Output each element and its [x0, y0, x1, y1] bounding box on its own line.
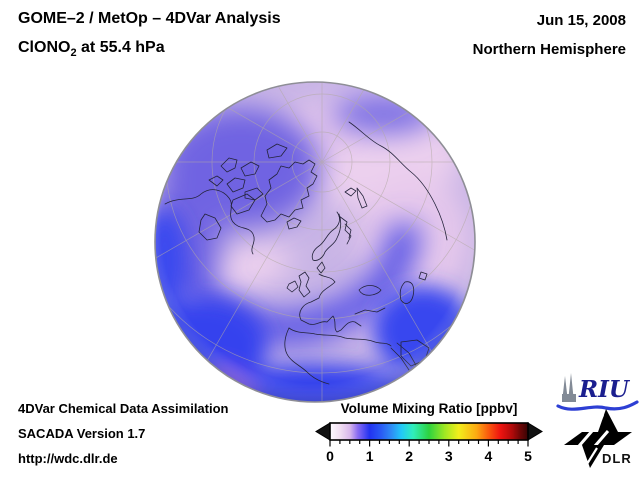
- colorbar-right-arrow-icon: [527, 422, 543, 441]
- dlr-logo: DLR: [564, 409, 632, 468]
- globe-field: [155, 82, 475, 402]
- url-label: http://wdc.dlr.de: [18, 451, 118, 466]
- svg-text:3: 3: [445, 448, 453, 464]
- globe-map: [154, 81, 476, 403]
- rhine-wave-icon: [556, 400, 639, 411]
- hemisphere-label: Northern Hemisphere: [472, 41, 626, 58]
- riu-logo: RIU: [556, 373, 639, 411]
- colorbar: Volume Mixing Ratio [ppbv] 0 1 2 3 4 5: [315, 401, 543, 464]
- colorbar-ticks: [329, 440, 529, 447]
- dlr-text: DLR: [602, 451, 632, 466]
- colorbar-left-arrow-icon: [315, 422, 331, 441]
- globe-rim: [154, 81, 476, 403]
- svg-text:5: 5: [524, 448, 532, 464]
- cathedral-icon: [562, 373, 576, 402]
- colorbar-tick-labels: 0 1 2 3 4 5: [326, 448, 532, 464]
- species-level-title: ClONO2 at 55.4 hPa: [18, 39, 165, 60]
- header-right: Jun 15, 2008 Northern Hemisphere: [473, 13, 626, 57]
- footer-credits: 4DVar Chemical Data Assimilation SACADA …: [18, 402, 229, 477]
- version-label: SACADA Version 1.7: [18, 426, 146, 441]
- svg-text:1: 1: [366, 448, 374, 464]
- colorbar-gradient-bar: [329, 422, 529, 441]
- header-left: GOME–2 / MetOp – 4DVar Analysis ClONO2 a…: [18, 11, 281, 59]
- svg-text:4: 4: [485, 448, 493, 464]
- svg-text:2: 2: [405, 448, 413, 464]
- analysis-title: GOME–2 / MetOp – 4DVar Analysis: [18, 10, 281, 27]
- svg-text:0: 0: [326, 448, 334, 464]
- colorbar-title: Volume Mixing Ratio [ppbv]: [341, 401, 518, 416]
- assimilation-label: 4DVar Chemical Data Assimilation: [18, 401, 229, 416]
- date-label: Jun 15, 2008: [536, 12, 626, 29]
- riu-text: RIU: [578, 376, 631, 403]
- dlr-emblem-icon: [564, 409, 632, 468]
